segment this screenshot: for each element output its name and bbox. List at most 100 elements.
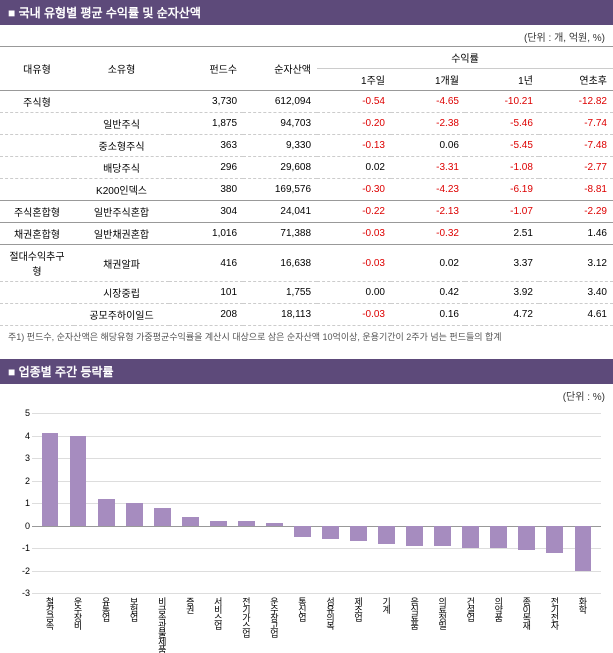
table-cell: 169,576 [243,179,317,201]
table-cell [0,282,74,304]
table-cell: K200인덱스 [74,179,169,201]
y-axis-tick: -2 [12,566,30,576]
bar [406,526,423,546]
table-cell: 94,703 [243,113,317,135]
th-fund: 펀드수 [169,47,243,91]
bar-slot: 기계 [373,413,401,593]
bar-slot: 비금속광물제품 [148,413,176,593]
table-cell: -1.07 [465,201,539,223]
table-row: 시장중립1011,7550.000.423.923.40 [0,282,613,304]
table-cell: -2.29 [539,201,613,223]
bar-slot: 건설업 [457,413,485,593]
bar-label: 의료정밀 [436,597,449,629]
table-cell [74,91,169,113]
table-cell: 612,094 [243,91,317,113]
table-cell: -0.03 [317,223,391,245]
table-cell: 9,330 [243,135,317,157]
table-cell: 29,608 [243,157,317,179]
bar [42,433,59,525]
bar-slot: 의약품 [485,413,513,593]
bar-label: 전기전자 [548,597,561,629]
table-cell: 18,113 [243,304,317,326]
table-cell: 시장중립 [74,282,169,304]
table-cell: 0.42 [391,282,465,304]
bar-slot: 제조업 [345,413,373,593]
bar [182,517,199,526]
bar [70,436,87,526]
table-cell: -1.08 [465,157,539,179]
table-row: K200인덱스380169,576-0.30-4.23-6.19-8.81 [0,179,613,201]
table-cell: 0.02 [317,157,391,179]
y-axis-tick: -3 [12,588,30,598]
table-unit: (단위 : 개, 억원, %) [0,25,613,46]
bar [294,526,311,537]
returns-table: 대유형 소유형 펀드수 순자산액 수익률 1주일 1개월 1년 연초후 주식형3… [0,46,613,326]
y-axis-tick: 2 [12,476,30,486]
table-cell: -7.74 [539,113,613,135]
bar-label: 보험업 [128,597,141,621]
table-cell: 304 [169,201,243,223]
table-cell: 0.06 [391,135,465,157]
table-cell: 4.72 [465,304,539,326]
table-cell: 1.46 [539,223,613,245]
table-cell: 0.16 [391,304,465,326]
bar [518,526,535,551]
th-y1: 1년 [465,69,539,91]
table-cell: 3.92 [465,282,539,304]
table-row: 주식혼합형일반주식혼합30424,041-0.22-2.13-1.07-2.29 [0,201,613,223]
bar-label: 종이목재 [520,597,533,629]
table-cell: -5.46 [465,113,539,135]
bar-label: 음식료품 [408,597,421,629]
table-cell: -7.48 [539,135,613,157]
bar-slot: 전기가스업 [232,413,260,593]
table-cell: 1,016 [169,223,243,245]
bar-label: 기계 [380,597,393,613]
bar-label: 서비스업 [212,597,225,629]
y-axis-tick: 5 [12,408,30,418]
table-cell: 일반주식 [74,113,169,135]
table-cell [0,179,74,201]
table-row: 채권혼합형일반채권혼합1,01671,388-0.03-0.322.511.46 [0,223,613,245]
bar [98,499,115,526]
bar-label: 비금속광물제품 [156,597,169,653]
table-cell: -3.31 [391,157,465,179]
bar-label: 증권 [184,597,197,613]
th-w1: 1주일 [317,69,391,91]
th-sub: 소유형 [74,47,169,91]
table-cell: 4.61 [539,304,613,326]
table-cell: -0.54 [317,91,391,113]
table-cell: 중소형주식 [74,135,169,157]
table-cell: -0.13 [317,135,391,157]
bar-slot: 화학 [569,413,597,593]
bar-label: 화학 [576,597,589,613]
table-row: 중소형주식3639,330-0.130.06-5.45-7.48 [0,135,613,157]
bar [546,526,563,553]
table-cell: 296 [169,157,243,179]
chart-section-title: 업종별 주간 등락률 [0,359,613,384]
chart-unit: (단위 : %) [0,384,613,405]
th-nav: 순자산액 [243,47,317,91]
table-row: 일반주식1,87594,703-0.20-2.38-5.46-7.74 [0,113,613,135]
table-cell: 416 [169,245,243,282]
table-footnote: 주1) 펀드수, 순자산액은 해당유형 가중평균수익률을 계산시 대상으로 삼은… [0,326,613,347]
table-cell: -8.81 [539,179,613,201]
table-cell: -2.13 [391,201,465,223]
table-cell: 3.12 [539,245,613,282]
th-m1: 1개월 [391,69,465,91]
y-axis-tick: 1 [12,498,30,508]
bar [378,526,395,544]
bar-slot: 증권 [176,413,204,593]
bar-label: 제조업 [352,597,365,621]
table-cell: 363 [169,135,243,157]
th-major: 대유형 [0,47,74,91]
th-returns: 수익률 [317,47,613,69]
table-cell: -5.45 [465,135,539,157]
table-cell: -0.03 [317,245,391,282]
table-row: 배당주식29629,6080.02-3.31-1.08-2.77 [0,157,613,179]
bar-slot: 운수장비 [64,413,92,593]
bar-label: 섬유의복 [324,597,337,629]
bar-slot: 전기전자 [541,413,569,593]
table-cell: -2.38 [391,113,465,135]
table-cell: 0.00 [317,282,391,304]
bar-label: 통신업 [296,597,309,621]
